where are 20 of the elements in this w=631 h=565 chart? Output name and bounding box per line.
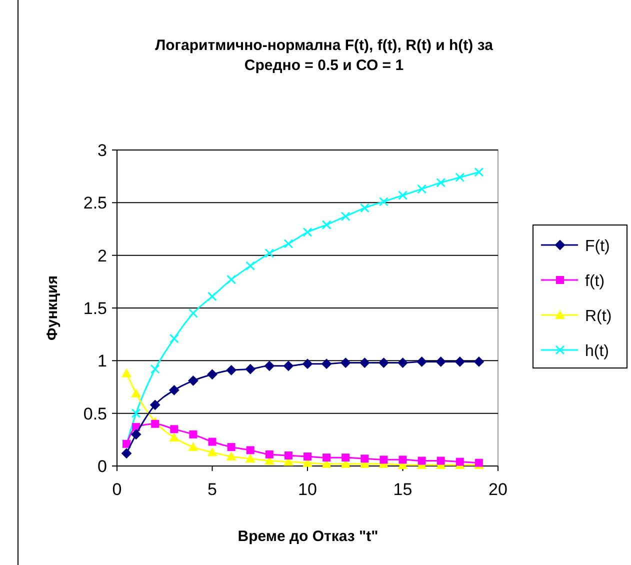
legend-label: R(t) [585,308,612,325]
x-tick-label: 20 [488,480,508,499]
y-tick-label: 0 [98,457,107,476]
y-tick-label: 1 [98,352,107,371]
x-tick-label: 0 [112,480,122,499]
chart-subtitle: Средно = 0.5 и СО = 1 [244,57,404,74]
y-tick-label: 2.5 [83,194,107,213]
y-tick-label: 2 [98,246,107,266]
x-tick-label: 10 [298,480,317,499]
y-axis-title: Функция [44,276,61,340]
x-axis-title: Време до Отказ "t" [238,528,378,545]
x-tick-label: 5 [208,480,217,499]
legend-label: F(t) [585,238,610,255]
y-tick-label: 3 [98,141,107,160]
y-tick-label: 1.5 [83,299,107,318]
x-tick-label: 15 [393,480,412,499]
y-tick-label: 0.5 [83,404,107,424]
legend-label: h(t) [585,343,609,360]
chart-title: Логаритмично-нормална F(t), f(t), R(t) и h(t) за [155,37,494,54]
legend-label: f(t) [585,273,605,290]
